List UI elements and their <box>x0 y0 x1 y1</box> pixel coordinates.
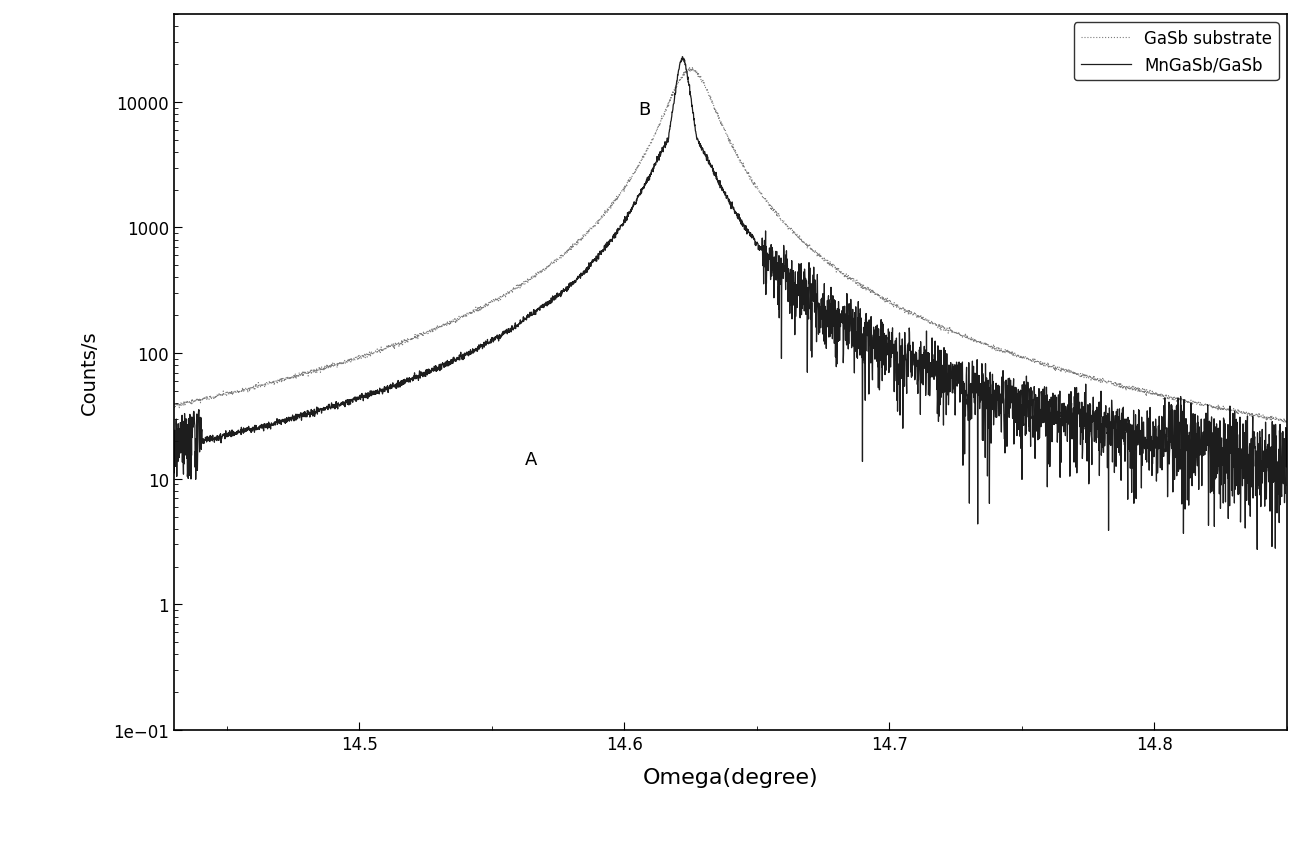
GaSb substrate <box>165 399 181 409</box>
MnGaSb/GaSb <box>642 172 658 182</box>
Text: B: B <box>638 101 651 119</box>
GaSb substrate <box>1245 412 1260 422</box>
Line: MnGaSb/GaSb: MnGaSb/GaSb <box>173 57 1286 549</box>
MnGaSb/GaSb <box>674 52 690 62</box>
MnGaSb/GaSb <box>1279 453 1294 463</box>
MnGaSb/GaSb <box>1245 494 1260 504</box>
GaSb substrate <box>642 138 658 149</box>
GaSb substrate <box>695 76 711 86</box>
MnGaSb/GaSb <box>975 369 991 379</box>
Y-axis label: Counts/s: Counts/s <box>81 330 99 414</box>
MnGaSb/GaSb <box>695 144 711 154</box>
MnGaSb/GaSb <box>165 426 181 436</box>
GaSb substrate <box>1279 418 1294 428</box>
GaSb substrate <box>634 157 650 167</box>
X-axis label: Omega(degree): Omega(degree) <box>643 767 818 787</box>
MnGaSb/GaSb <box>634 189 650 199</box>
GaSb substrate <box>975 338 991 349</box>
Text: A: A <box>525 451 536 469</box>
Line: GaSb substrate: GaSb substrate <box>173 68 1286 423</box>
GaSb substrate <box>1190 398 1206 408</box>
MnGaSb/GaSb <box>1250 544 1266 555</box>
GaSb substrate <box>685 63 700 73</box>
GaSb substrate <box>1279 416 1294 426</box>
MnGaSb/GaSb <box>1190 411 1206 421</box>
Legend: GaSb substrate, MnGaSb/GaSb: GaSb substrate, MnGaSb/GaSb <box>1074 24 1279 81</box>
